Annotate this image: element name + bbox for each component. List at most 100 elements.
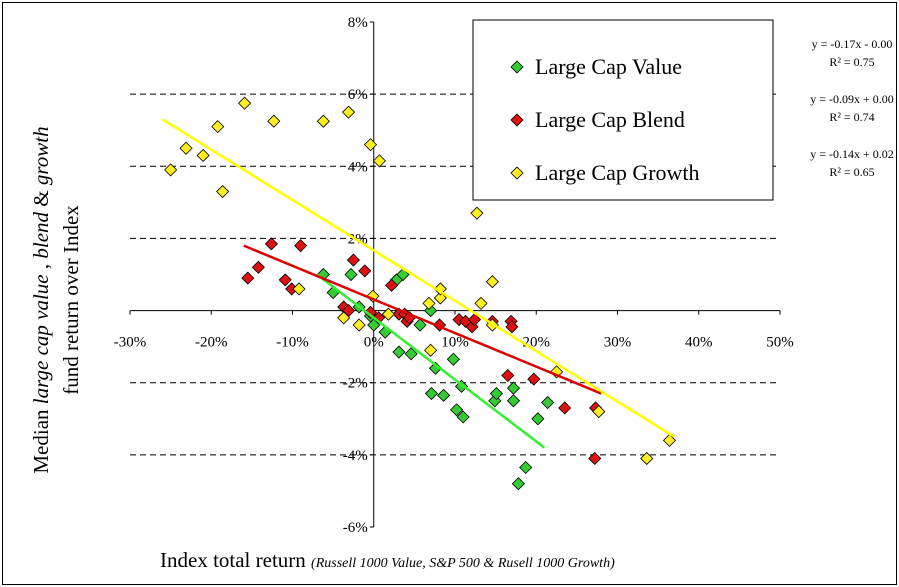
y-tick-label: -2%: [343, 376, 368, 392]
point: [372, 154, 387, 168]
point: [519, 460, 533, 475]
y-tick-label: -6%: [343, 520, 368, 536]
x-axis-label: Index total return (Russell 1000 Value, …: [160, 548, 615, 572]
x-axis-label-part: Index total return: [160, 548, 311, 572]
point: [541, 395, 555, 410]
point: [363, 305, 378, 319]
x-tick-label: -10%: [276, 335, 309, 351]
legend-label: Large Cap Growth: [535, 160, 700, 185]
legend-label: Large Cap Blend: [535, 107, 685, 132]
y-axis-label: Median large cap value , blend & growth: [29, 126, 53, 473]
legend-marker: [510, 60, 524, 74]
point: [640, 451, 654, 466]
point: [424, 343, 438, 357]
point: [346, 253, 361, 267]
point: [278, 273, 292, 287]
point: [454, 379, 469, 393]
point: [424, 386, 439, 401]
point: [352, 318, 366, 332]
point: [251, 260, 265, 274]
point: [527, 372, 541, 386]
point: [392, 345, 406, 359]
x-tick-label: -30%: [114, 335, 147, 351]
x-tick-label: 50%: [766, 335, 794, 351]
point: [424, 304, 438, 318]
trend-r2: R² = 0.65: [829, 165, 874, 179]
x-tick-label: 10%: [441, 335, 469, 351]
trend-r2: R² = 0.74: [829, 110, 874, 124]
y-axis-label-part: Median: [29, 404, 53, 473]
trend-line: [161, 118, 676, 438]
x-tick-label: 40%: [685, 335, 713, 351]
y-tick-label: 4%: [348, 159, 368, 175]
point: [358, 264, 372, 278]
point: [381, 307, 395, 321]
point: [592, 405, 606, 419]
point: [385, 278, 399, 292]
point: [467, 313, 482, 327]
point: [437, 388, 451, 402]
point: [489, 386, 504, 401]
point: [474, 296, 488, 310]
y-tick-label: 8%: [348, 15, 368, 31]
x-tick-label: 20%: [523, 335, 551, 351]
point: [662, 433, 677, 447]
point: [422, 296, 436, 310]
point: [316, 114, 330, 128]
point: [450, 403, 464, 417]
y-tick-label: 6%: [348, 87, 368, 103]
trend-line: [316, 273, 546, 449]
legend-marker: [510, 113, 524, 127]
legend-label: Large Cap Value: [535, 54, 682, 79]
point: [216, 184, 230, 199]
point: [470, 206, 484, 220]
point: [465, 320, 479, 334]
legend-box: [472, 19, 774, 201]
y-axis-label-part: growth: [29, 126, 53, 185]
point: [211, 120, 225, 134]
trend-r2: R² = 0.75: [829, 55, 874, 69]
point: [488, 394, 502, 408]
point: [341, 105, 356, 119]
point: [237, 96, 252, 110]
point: [456, 410, 470, 424]
y-axis-label-part: blend: [29, 211, 53, 258]
point: [337, 311, 351, 325]
point: [196, 148, 210, 163]
y-axis-label-part: &: [29, 185, 53, 212]
y-axis-label-part: ,: [29, 259, 53, 275]
x-tick-label: -20%: [195, 335, 228, 351]
point: [446, 352, 460, 366]
point: [558, 401, 572, 415]
point: [267, 114, 281, 128]
x-axis-label-part: (Russell 1000 Value, S&P 500 & Rusell 10…: [311, 556, 615, 571]
point: [292, 282, 306, 296]
trend-equation: y = -0.14x + 0.02: [810, 147, 894, 161]
point: [501, 368, 515, 383]
point: [264, 237, 278, 251]
point: [588, 451, 602, 466]
point: [531, 412, 545, 426]
y-axis-label-part: fund return over Index: [59, 205, 83, 395]
y-axis-label: fund return over Index: [59, 205, 83, 395]
trend-equation: y = -0.17x - 0.00: [812, 37, 893, 51]
point: [432, 318, 447, 332]
point: [372, 311, 386, 325]
point: [179, 141, 193, 155]
point: [404, 347, 418, 361]
legend-marker: [510, 166, 524, 180]
point: [413, 318, 427, 332]
trend-equation: y = -0.09x + 0.00: [810, 92, 894, 106]
point: [294, 239, 308, 253]
point: [511, 477, 525, 491]
point: [505, 320, 519, 334]
point: [485, 275, 499, 289]
y-axis-label-part: large cap value: [29, 274, 53, 404]
point: [506, 394, 521, 408]
point: [344, 267, 358, 282]
trend-line: [243, 244, 602, 395]
point: [241, 271, 255, 285]
point: [506, 381, 521, 395]
